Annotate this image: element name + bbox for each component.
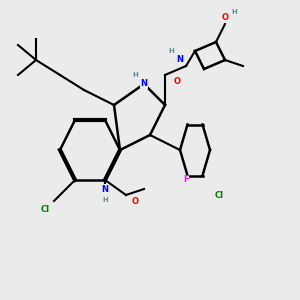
Text: H: H (168, 48, 174, 54)
Text: H: H (102, 196, 108, 202)
Text: Cl: Cl (214, 190, 224, 200)
Text: Cl: Cl (40, 206, 50, 214)
Text: N: N (140, 80, 148, 88)
Text: N: N (101, 184, 109, 194)
Text: H: H (132, 72, 138, 78)
Text: O: O (221, 14, 229, 22)
Text: N: N (176, 56, 184, 64)
Text: F: F (183, 176, 189, 184)
Text: O: O (131, 196, 139, 206)
Text: O: O (173, 76, 181, 85)
Text: H: H (231, 9, 237, 15)
